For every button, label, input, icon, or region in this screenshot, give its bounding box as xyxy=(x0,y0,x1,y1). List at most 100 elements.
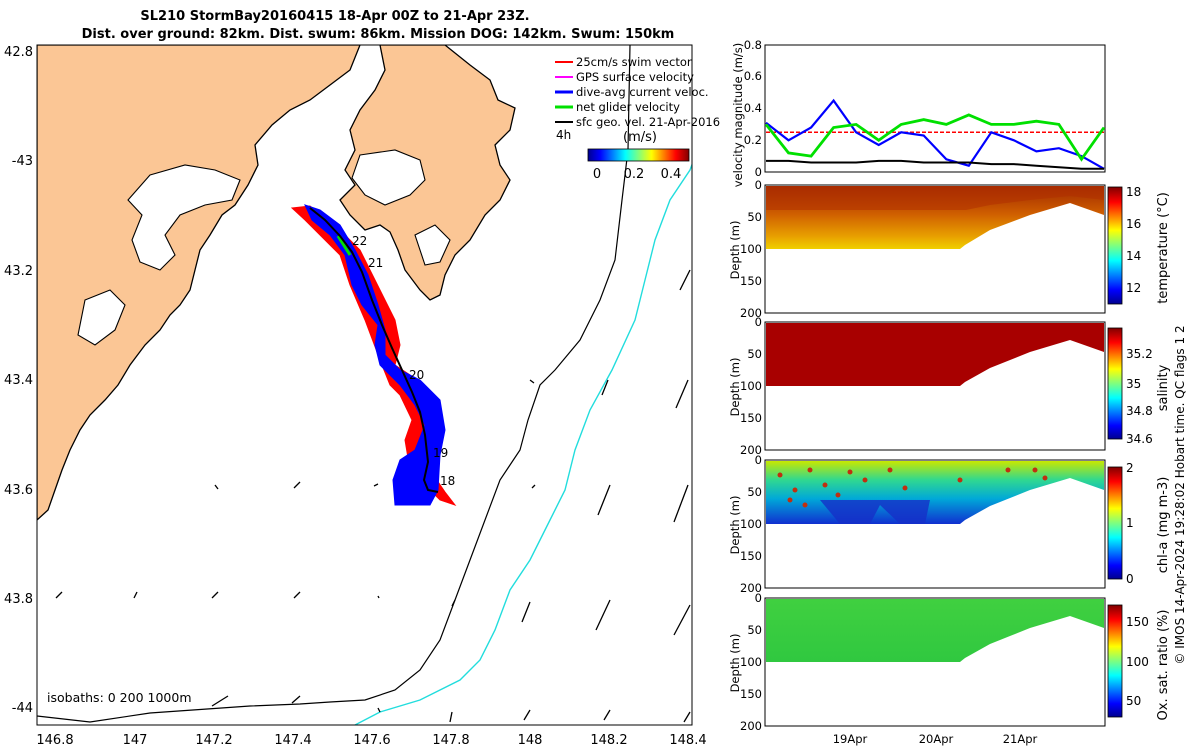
velocity-series-line xyxy=(764,113,1106,162)
map-x-ticks: 146.8 147 147.2 147.4 147.6 147.8 148 14… xyxy=(36,733,706,748)
land-bay-cut xyxy=(351,149,426,206)
depth-tick: 200 xyxy=(740,443,762,457)
map-ytick: -44 xyxy=(12,701,33,716)
day-label-19: 19 xyxy=(433,446,448,460)
map-ytick: -43 xyxy=(12,154,33,169)
depth-label: Depth (m) xyxy=(728,496,742,555)
time-tick: 21Apr xyxy=(1003,732,1038,746)
depth-ticks: 0 50 100 150 200 0 50 100 150 200 0 50 1… xyxy=(740,178,762,733)
depth-tick: 100 xyxy=(740,655,762,669)
map-xtick: 148 xyxy=(518,733,543,748)
temp-cb-tick: 16 xyxy=(1126,217,1141,231)
vel-ytick: 0.8 xyxy=(744,38,762,52)
map-y-ticks: 42.8 -43 43.2 43.4 43.6 43.8 -44 xyxy=(4,45,33,716)
sfc-velocity-arrows xyxy=(55,269,691,723)
sal-cb-tick: 34.6 xyxy=(1126,432,1153,446)
colorbar-tick: 0.4 xyxy=(661,167,682,182)
land-tasman-peninsula xyxy=(339,45,516,301)
temperature-panel xyxy=(764,184,1123,314)
map-ytick: 43.8 xyxy=(4,592,33,607)
chl-cb-tick: 1 xyxy=(1126,516,1134,530)
swim-vectors xyxy=(290,205,457,506)
depth-tick: 150 xyxy=(740,687,762,701)
oxygen-panel xyxy=(764,597,1123,727)
title-line-2: Dist. over ground: 82km. Dist. swum: 86k… xyxy=(82,27,675,42)
depth-tick: 0 xyxy=(755,453,762,467)
velocity-series xyxy=(764,98,1106,170)
depth-tick: 50 xyxy=(747,210,762,224)
map-xtick: 146.8 xyxy=(36,733,73,748)
map-ytick: 43.4 xyxy=(4,373,33,388)
depth-tick: 100 xyxy=(740,379,762,393)
colorbar-tick: 0 xyxy=(593,167,601,182)
temperature-label: temperature (°C) xyxy=(1156,192,1171,304)
oxygen-label: Ox. sat. ratio (%) xyxy=(1156,610,1171,721)
day-label-21: 21 xyxy=(368,256,383,270)
depth-tick: 50 xyxy=(747,347,762,361)
scale-label: 4h xyxy=(556,128,571,142)
velocity-series-line xyxy=(765,98,1105,170)
map-xtick: 147.8 xyxy=(432,733,469,748)
legend-sfc-geo-vel: sfc geo. vel. 21-Apr-2016 xyxy=(576,115,720,129)
colorbar-unit: (m/s) xyxy=(623,130,657,145)
depth-tick: 100 xyxy=(740,517,762,531)
time-tick: 19Apr xyxy=(833,732,868,746)
ox-cb-tick: 150 xyxy=(1126,615,1149,629)
velocity-panel: 0 0.2 0.4 0.6 0.8 velocity magnitude (m/… xyxy=(731,38,1106,188)
title-line-1: SL210 StormBay20160415 18-Apr 00Z to 21-… xyxy=(140,9,529,24)
footer-credit: © IMOS 14-Apr-2024 19:28:02 Hobart time.… xyxy=(1173,325,1187,664)
legend-net-glider: net glider velocity xyxy=(576,100,680,114)
map-colorbar xyxy=(587,148,690,162)
sal-cb-tick: 35 xyxy=(1126,377,1141,391)
day-label-20: 20 xyxy=(409,368,424,382)
temp-cb-tick: 12 xyxy=(1126,281,1141,295)
velocity-ylabel: velocity magnitude (m/s) xyxy=(731,43,745,188)
vel-ytick: 0.2 xyxy=(744,133,762,147)
time-ticks: 19Apr 20Apr 21Apr xyxy=(833,732,1038,746)
sal-cb-tick: 35.2 xyxy=(1126,347,1153,361)
depth-tick: 50 xyxy=(747,623,762,637)
map-legend: 25cm/s swim vector GPS surface velocity … xyxy=(555,55,720,129)
vel-ytick: 0.6 xyxy=(744,69,762,83)
land-inlet-cut-2 xyxy=(77,289,126,346)
map-xtick: 147.2 xyxy=(195,733,232,748)
depth-tick: 200 xyxy=(740,306,762,320)
legend-gps-velocity: GPS surface velocity xyxy=(576,70,694,84)
time-tick: 20Apr xyxy=(919,732,954,746)
legend-current-velocity: dive-avg current veloc. xyxy=(576,85,709,99)
map-ytick: 42.8 xyxy=(4,45,33,60)
depth-tick: 150 xyxy=(740,549,762,563)
sal-cb-tick: 34.8 xyxy=(1126,404,1153,418)
salinity-label: salinity xyxy=(1156,364,1171,411)
map-xtick: 147.6 xyxy=(353,733,390,748)
chl-panel xyxy=(764,459,1123,589)
velocity-series-line xyxy=(766,159,1104,170)
depth-tick: 150 xyxy=(740,411,762,425)
colorbar-titles: temperature (°C) salinity chl-a (mg m-3)… xyxy=(1156,192,1171,720)
colorbar-labels: 18 16 14 12 35.2 35 34.8 34.6 2 1 0 150 … xyxy=(1126,185,1153,708)
depth-tick: 200 xyxy=(740,581,762,595)
depth-labels: Depth (m) Depth (m) Depth (m) Depth (m) xyxy=(728,221,742,693)
chl-cb-tick: 2 xyxy=(1126,461,1134,475)
land-mainland xyxy=(37,45,361,521)
isobath-200m xyxy=(37,45,631,723)
depth-tick: 50 xyxy=(747,485,762,499)
depth-label: Depth (m) xyxy=(728,634,742,693)
depth-label: Depth (m) xyxy=(728,221,742,280)
net-glider-vectors xyxy=(336,235,352,256)
legend-swim-vector: 25cm/s swim vector xyxy=(576,55,692,69)
ox-cb-tick: 50 xyxy=(1126,694,1141,708)
isobath-1000m xyxy=(354,162,692,725)
depth-tick: 0 xyxy=(755,315,762,329)
depth-tick: 150 xyxy=(740,274,762,288)
map-ytick: 43.2 xyxy=(4,264,33,279)
colorbar-tick: 0.2 xyxy=(624,167,645,182)
vel-ytick: 0 xyxy=(755,165,762,179)
temp-cb-tick: 14 xyxy=(1126,249,1141,263)
glider-track xyxy=(309,207,439,493)
land-inlet-cut xyxy=(127,164,241,271)
temp-cb-tick: 18 xyxy=(1126,185,1141,199)
ox-cb-tick: 100 xyxy=(1126,655,1149,669)
map-panel: 22 21 20 19 18 146.8 147 147.2 147.4 147… xyxy=(4,44,720,748)
